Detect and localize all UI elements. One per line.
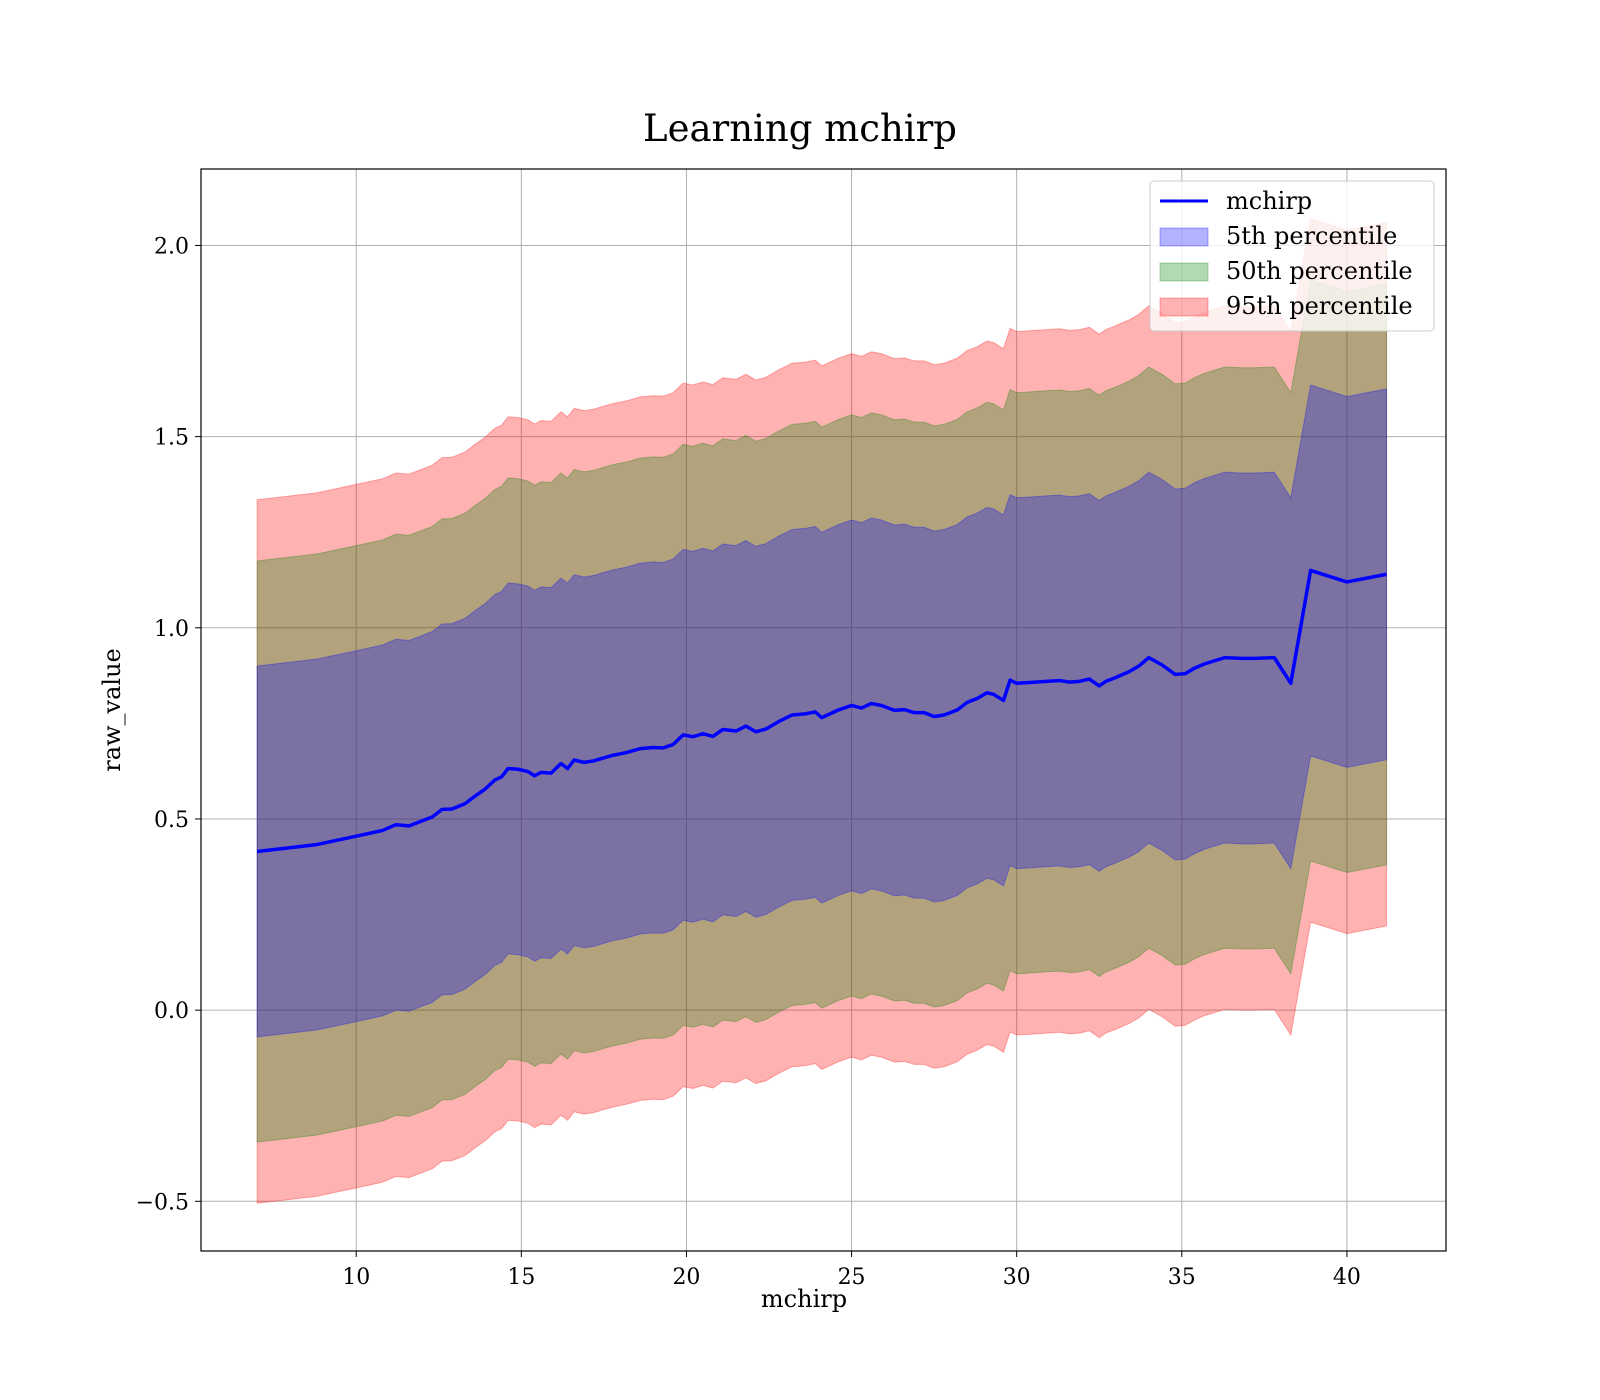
legend-label-95th: 95th percentile (1226, 292, 1413, 320)
x-tick-label: 15 (507, 1265, 535, 1290)
y-tick-label: −0.5 (136, 1190, 189, 1215)
series-lines (256, 568, 1387, 854)
plot-frame (200, 168, 1447, 1252)
y-tick-label: 2.0 (154, 234, 189, 259)
x-tick-label: 25 (838, 1265, 866, 1290)
legend: mchirp 5th percentile 50th percentile 95… (1149, 180, 1435, 332)
x-tick-label: 30 (1003, 1265, 1031, 1290)
chart-title: Learning mchirp (643, 107, 957, 150)
y-tick-label: 0.0 (154, 999, 189, 1024)
x-tick-label: 40 (1333, 1265, 1361, 1290)
y-axis-label: raw_value (98, 648, 126, 772)
x-axis-label: mchirp (761, 1285, 847, 1313)
legend-label-50th: 50th percentile (1226, 257, 1413, 285)
band-95th-percentile (256, 218, 1388, 1204)
x-axis-ticks: 10 15 20 25 30 35 40 (342, 1251, 1361, 1290)
x-tick-label: 35 (1168, 1265, 1196, 1290)
band-50th-percentile (256, 279, 1388, 1143)
y-tick-label: 1.5 (154, 426, 189, 451)
band-5th-percentile (256, 384, 1388, 1038)
y-tick-label: 1.0 (154, 617, 189, 642)
y-tick-label: 0.5 (154, 808, 189, 833)
legend-swatch-50th (1159, 262, 1209, 282)
series-line-mchirp (256, 568, 1387, 854)
x-tick-label: 10 (342, 1265, 370, 1290)
y-axis-ticks: −0.5 0.0 0.5 1.0 1.5 2.0 (136, 234, 201, 1215)
percentile-bands (256, 218, 1388, 1204)
legend-swatch-5th (1159, 227, 1209, 247)
legend-label-5th: 5th percentile (1226, 222, 1397, 250)
legend-label-mchirp: mchirp (1226, 187, 1312, 215)
legend-box (1149, 180, 1435, 332)
x-tick-label: 20 (672, 1265, 700, 1290)
legend-swatch-95th (1159, 297, 1209, 317)
